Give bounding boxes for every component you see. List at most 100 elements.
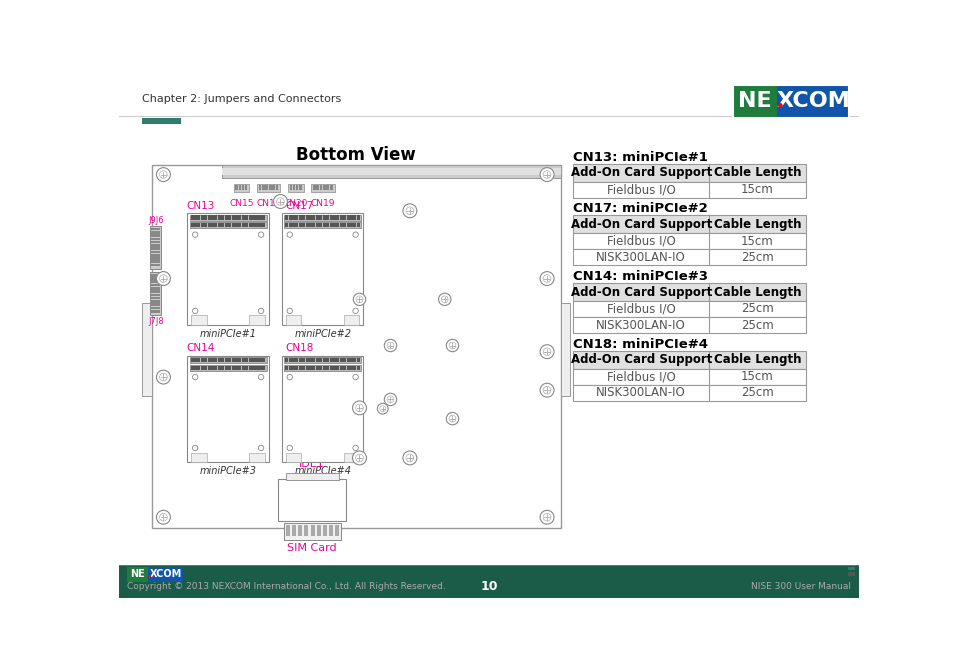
Bar <box>152 237 160 240</box>
Bar <box>245 216 248 220</box>
Bar <box>245 358 248 362</box>
Bar <box>560 303 570 396</box>
Bar <box>152 297 160 300</box>
Text: CN17: miniPCIe#2: CN17: miniPCIe#2 <box>573 202 707 215</box>
Bar <box>350 216 353 220</box>
Bar <box>262 358 265 362</box>
Text: Cable Length: Cable Length <box>713 218 801 230</box>
Bar <box>249 223 252 227</box>
Bar <box>322 366 325 370</box>
Bar <box>732 85 848 118</box>
Circle shape <box>287 232 293 237</box>
Bar <box>282 213 363 325</box>
Bar <box>152 261 160 263</box>
Bar <box>313 358 315 362</box>
Bar <box>302 223 305 227</box>
Bar <box>326 223 329 227</box>
Bar <box>252 223 254 227</box>
Circle shape <box>276 198 284 206</box>
Circle shape <box>778 103 781 108</box>
Bar <box>258 223 262 227</box>
Text: CN15: CN15 <box>230 199 253 208</box>
Bar <box>353 366 356 370</box>
Bar <box>305 216 309 220</box>
Circle shape <box>287 308 293 314</box>
Circle shape <box>406 454 414 462</box>
Bar <box>221 165 560 179</box>
Bar <box>152 235 160 237</box>
Text: CN17: CN17 <box>286 201 314 211</box>
Bar <box>309 358 312 362</box>
Bar <box>339 366 342 370</box>
Text: CN18: miniPCIe#4: CN18: miniPCIe#4 <box>573 338 708 351</box>
Bar <box>336 366 339 370</box>
Bar <box>217 216 221 220</box>
Bar <box>286 452 301 462</box>
Bar <box>191 358 193 362</box>
Bar <box>190 365 266 371</box>
Bar <box>187 355 269 462</box>
Bar <box>573 181 805 198</box>
Bar <box>245 366 248 370</box>
Bar <box>313 185 315 190</box>
Bar <box>214 223 217 227</box>
Text: Cable Length: Cable Length <box>713 286 801 298</box>
Bar <box>152 303 160 306</box>
Bar <box>298 366 301 370</box>
Bar <box>278 478 346 521</box>
Text: 15cm: 15cm <box>740 183 773 196</box>
Circle shape <box>287 374 293 380</box>
Bar <box>262 216 265 220</box>
Bar <box>204 366 207 370</box>
Bar <box>241 366 245 370</box>
Bar <box>152 257 160 260</box>
Bar <box>228 216 231 220</box>
Circle shape <box>258 374 264 380</box>
Bar <box>152 241 160 243</box>
Bar <box>339 358 342 362</box>
Bar <box>241 185 244 190</box>
Bar <box>152 228 160 230</box>
Bar <box>295 366 298 370</box>
Bar <box>252 216 254 220</box>
Bar <box>573 317 805 333</box>
Circle shape <box>355 454 363 462</box>
Bar <box>288 184 303 192</box>
Bar <box>313 366 315 370</box>
Text: XCOM: XCOM <box>150 569 181 579</box>
Text: CN13: CN13 <box>186 201 214 211</box>
Bar <box>221 366 224 370</box>
Bar <box>339 223 342 227</box>
Bar <box>329 223 333 227</box>
Bar <box>208 223 211 227</box>
Bar <box>152 284 160 286</box>
Bar <box>319 185 322 190</box>
Circle shape <box>353 308 358 314</box>
Bar <box>322 216 325 220</box>
Text: NISK300LAN-IO: NISK300LAN-IO <box>596 251 685 264</box>
Bar <box>152 165 560 528</box>
Bar <box>241 358 245 362</box>
Bar <box>288 223 292 227</box>
Text: 10: 10 <box>479 580 497 593</box>
Bar <box>573 216 805 233</box>
Bar <box>152 306 160 309</box>
Bar <box>127 566 148 582</box>
Bar <box>313 223 315 227</box>
Bar <box>573 301 805 317</box>
Bar <box>211 358 213 362</box>
Bar <box>356 366 359 370</box>
Bar <box>343 216 346 220</box>
Bar <box>326 185 329 190</box>
Bar <box>343 223 346 227</box>
Bar <box>152 290 160 293</box>
Bar <box>245 185 247 190</box>
Bar <box>316 185 318 190</box>
Bar <box>255 223 258 227</box>
Circle shape <box>446 339 458 351</box>
Bar <box>326 358 329 362</box>
Bar <box>309 366 312 370</box>
Bar <box>217 366 221 370</box>
Bar <box>295 216 298 220</box>
Bar <box>190 222 266 228</box>
